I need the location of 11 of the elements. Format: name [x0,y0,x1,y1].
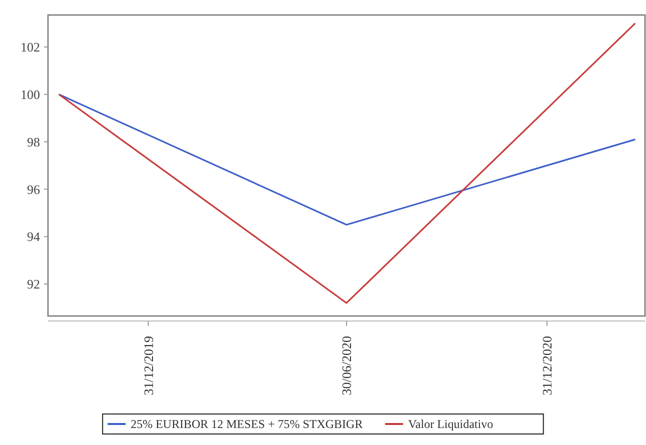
y-tick-label: 92 [27,276,40,292]
y-tick-label: 96 [27,182,40,197]
legend-label: Valor Liquidativo [408,417,494,432]
y-tick-label: 102 [20,40,40,55]
y-tick-label: 94 [27,229,40,244]
x-tick-label: 31/12/2019 [140,336,156,396]
y-tick-label: 100 [20,86,40,102]
legend-label: 25% EURIBOR 12 MESES + 75% STXGBIGR [130,417,363,432]
x-tick-label: 31/12/2020 [540,336,555,396]
x-tick-label: 30/06/2020 [339,336,354,396]
y-tick-label: 98 [27,134,40,150]
